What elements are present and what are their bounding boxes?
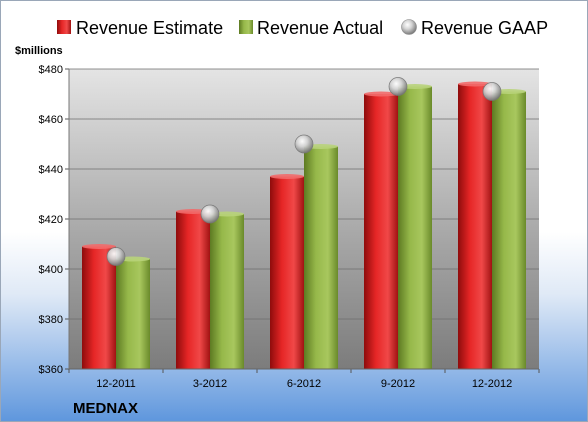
company-name: MEDNAX <box>73 400 138 417</box>
marker-revenue-gaap <box>388 77 408 96</box>
y-axis: $360 $380 $400 $420 $440 $460 $480 <box>39 64 70 376</box>
marker-revenue-gaap <box>294 134 314 154</box>
marker-revenue-gaap <box>106 247 126 266</box>
bars <box>82 81 526 369</box>
x-tick-label: 3-2012 <box>193 378 227 390</box>
gaap-markers <box>106 77 502 266</box>
y-tick-label: $420 <box>39 214 63 226</box>
y-tick-label: $380 <box>39 314 63 326</box>
x-tick-label: 6-2012 <box>287 378 321 390</box>
x-tick-label: 12-2011 <box>96 378 136 390</box>
bar-revenue-estimate-cap <box>364 91 398 97</box>
legend-marker-revenue-gaap <box>401 19 417 35</box>
y-tick-label: $360 <box>39 364 63 376</box>
y-tick-label: $480 <box>39 64 63 76</box>
y-tick-label: $460 <box>39 114 63 126</box>
bar-revenue-actual <box>492 91 526 369</box>
legend-label-revenue-estimate: Revenue Estimate <box>76 18 223 38</box>
bar-revenue-actual <box>116 259 150 369</box>
bar-revenue-actual <box>304 146 338 369</box>
x-tick-label: 9-2012 <box>381 378 415 390</box>
legend-label-revenue-actual: Revenue Actual <box>257 18 383 38</box>
bar-revenue-estimate-cap <box>270 174 304 179</box>
legend-swatch-revenue-actual <box>239 20 253 34</box>
bar-revenue-actual <box>210 214 244 369</box>
marker-revenue-gaap <box>200 204 220 224</box>
bar-revenue-estimate <box>82 246 116 369</box>
unit-label: $millions <box>15 45 63 57</box>
bar-revenue-estimate-cap <box>458 81 492 87</box>
x-tick-label: 12-2012 <box>472 378 512 390</box>
bar-revenue-estimate <box>270 176 304 369</box>
bar-revenue-estimate <box>176 211 210 369</box>
legend-label-revenue-gaap: Revenue GAAP <box>421 18 548 38</box>
bar-revenue-estimate <box>458 84 492 369</box>
legend: Revenue Estimate Revenue Actual Revenue … <box>57 18 548 38</box>
bar-revenue-estimate <box>364 94 398 369</box>
y-tick-label: $400 <box>39 264 63 276</box>
legend-swatch-revenue-estimate <box>57 20 71 34</box>
y-tick-label: $440 <box>39 164 63 176</box>
x-axis: 12-2011 3-2012 6-2012 9-2012 12-2012 <box>68 368 540 390</box>
bar-revenue-actual <box>398 86 432 369</box>
bar-revenue-estimate-cap <box>82 244 116 249</box>
marker-revenue-gaap <box>482 82 502 101</box>
